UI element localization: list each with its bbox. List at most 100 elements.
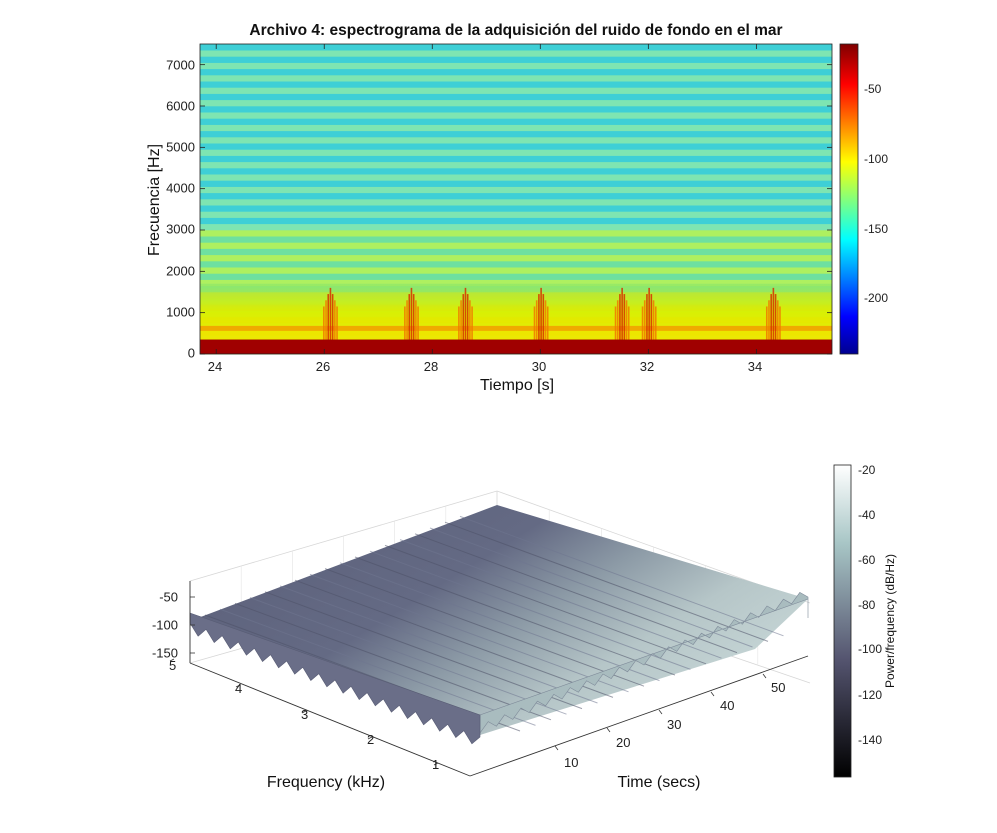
frequency-stripe <box>200 180 832 187</box>
surface-ridge <box>324 568 645 687</box>
time-tick-label: 20 <box>616 735 631 750</box>
noise-burst <box>329 287 332 340</box>
noise-burst <box>415 300 417 340</box>
time-tick <box>762 673 767 679</box>
y-tick-label: 2000 <box>166 263 195 279</box>
frequency-tick <box>367 736 373 740</box>
colorbar-label: Power/frequency (dB/Hz) <box>883 553 897 689</box>
surface-ridge <box>414 533 738 654</box>
frequency-stripe <box>200 161 832 169</box>
noise-burst <box>772 287 775 340</box>
frequency-stripe <box>200 124 832 132</box>
noise-burst <box>410 287 413 340</box>
noise-burst <box>458 306 460 340</box>
colorbar-tick-label: -100 <box>864 152 889 166</box>
noise-burst <box>619 294 621 340</box>
noise-burst <box>406 300 408 340</box>
y-axis-label: Frecuencia [Hz] <box>146 143 163 257</box>
x-tick-label: 24 <box>207 359 223 374</box>
frequency-stripe <box>200 279 832 287</box>
noise-burst <box>542 294 545 340</box>
surface-left-edge <box>189 612 481 745</box>
noise-burst <box>768 300 770 340</box>
noise-burst <box>614 306 617 340</box>
frequency-stripe <box>200 130 832 138</box>
frequency-stripe <box>200 236 832 243</box>
noise-burst <box>776 300 779 340</box>
frequency-stripe <box>200 137 832 144</box>
y-tick-label: 6000 <box>166 98 195 114</box>
colorbar-tick-label: -80 <box>858 598 876 612</box>
spectrogram-chart <box>199 43 859 355</box>
surface-ridge <box>309 573 629 693</box>
noise-burst <box>323 306 325 340</box>
plot-frame <box>199 43 833 355</box>
noise-burst <box>464 287 467 340</box>
x-tick-label: 28 <box>423 359 439 374</box>
time-tick-label: 40 <box>720 698 735 713</box>
frequency-tick <box>433 762 439 766</box>
surface-ridge <box>399 539 722 659</box>
noise-burst <box>469 300 471 340</box>
colorbar-tick-label: -20 <box>858 463 876 477</box>
frequency-stripe <box>200 75 832 82</box>
frequency-stripe <box>200 106 832 113</box>
frequency-stripe <box>200 186 832 194</box>
noise-burst <box>625 300 628 340</box>
frequency-stripe <box>200 199 832 206</box>
frequency-stripe <box>200 81 832 88</box>
y-tick-label: 0 <box>187 345 195 361</box>
surface-ridge <box>429 527 753 648</box>
surface-ridge <box>264 591 583 710</box>
noise-burst <box>336 306 338 340</box>
frequency-tick <box>301 710 307 714</box>
time-tick-label: 10 <box>564 755 579 770</box>
noise-burst <box>327 294 330 340</box>
noise-burst <box>648 287 650 340</box>
frequency-stripe <box>200 192 832 200</box>
colorbar <box>839 43 859 355</box>
time-tick-label: 50 <box>771 680 786 695</box>
noise-burst <box>616 300 619 340</box>
frequency-stripe <box>200 211 832 218</box>
z-tick-label: -100 <box>151 617 178 633</box>
surface-ridge <box>279 585 598 704</box>
frequency-stripe <box>200 44 832 51</box>
spectrogram-stripes <box>200 44 832 355</box>
chart-title: Archivo 4: espectrograma de la adquisici… <box>249 22 783 39</box>
colorbar-tick-label: -200 <box>864 291 889 305</box>
frequency-stripe <box>200 99 832 107</box>
frequency-tick-label: 2 <box>367 732 375 747</box>
colorbar-tick-label: -60 <box>858 553 876 567</box>
y-tick-label: 5000 <box>166 139 195 155</box>
surface-ridge <box>249 597 567 715</box>
surface-ridge <box>339 562 660 682</box>
surface-ridge <box>234 602 552 721</box>
surface-ridge <box>219 608 536 726</box>
time-tick <box>606 727 611 733</box>
noise-burst <box>623 294 626 340</box>
low-frequency-band <box>200 283 832 342</box>
frequency-stripe <box>200 254 832 262</box>
frequency-stripe <box>200 155 832 163</box>
frequency-stripe <box>200 62 832 70</box>
x-tick-label: 30 <box>531 359 547 374</box>
noise-burst <box>533 306 536 340</box>
noise-burst <box>331 294 334 340</box>
noise-burst <box>538 294 540 340</box>
frequency-stripe <box>200 223 832 231</box>
frequency-tick-label: 4 <box>235 681 243 696</box>
noise-burst <box>535 300 538 340</box>
x-tick-label: 26 <box>315 359 331 374</box>
colorbar-tick-label: -100 <box>858 642 883 656</box>
time-tick <box>658 709 663 715</box>
band-line <box>200 325 832 331</box>
frequency-stripe <box>200 68 832 76</box>
frequency-stripe <box>200 230 832 237</box>
surface-front-edge <box>479 592 809 735</box>
noise-burst <box>540 287 542 340</box>
noise-burst <box>654 306 657 340</box>
noise-burst <box>627 306 630 340</box>
frequency-tick-label: 5 <box>169 658 177 673</box>
frequency-stripe <box>200 50 832 57</box>
